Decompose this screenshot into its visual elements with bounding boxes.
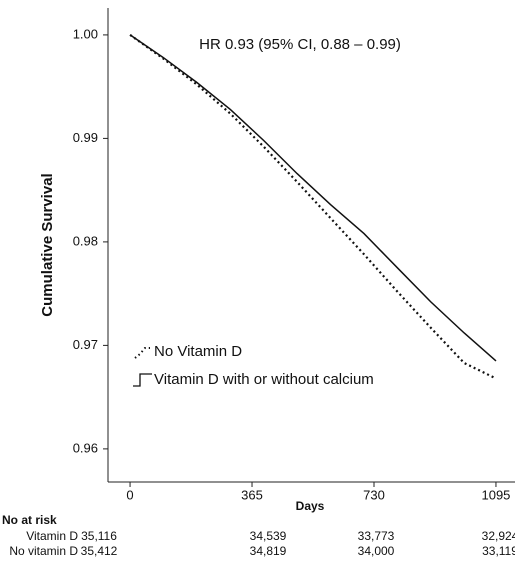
x-tick-label: 365	[241, 487, 263, 502]
x-tick-label: 730	[363, 487, 385, 502]
risk-row-name: No vitamin D	[9, 544, 78, 558]
legend-label: No Vitamin D	[154, 343, 242, 360]
y-tick-label: 0.99	[73, 130, 98, 145]
risk-value: 34,539	[250, 529, 287, 543]
risk-value: 34,000	[358, 544, 395, 558]
risk-value: 35,116	[81, 529, 117, 543]
x-tick-label: 0	[126, 487, 133, 502]
survival-line	[129, 34, 497, 362]
risk-table-title: No at risk	[2, 513, 57, 527]
annotation: HR 0.93 (95% CI, 0.88 – 0.99)	[199, 36, 401, 53]
legend-swatch	[133, 373, 152, 387]
risk-row-name: Vitamin D	[26, 529, 78, 543]
legend-label: Vitamin D with or without calcium	[154, 371, 374, 388]
risk-value: 32,924	[482, 529, 515, 543]
risk-value: 35,412	[81, 544, 118, 558]
x-tick-label: 1095	[481, 487, 510, 502]
y-tick-label: 1.00	[73, 26, 98, 41]
y-axis-label: Cumulative Survival	[39, 173, 56, 316]
risk-value: 33,773	[358, 529, 395, 543]
risk-value: 34,819	[250, 544, 287, 558]
y-tick-label: 0.98	[73, 233, 98, 248]
legend-swatch	[134, 347, 150, 359]
y-tick-label: 0.96	[73, 440, 98, 455]
y-tick-label: 0.97	[73, 337, 98, 352]
x-axis-label: Days	[296, 499, 325, 513]
survival-line	[129, 34, 497, 380]
risk-value: 33,119	[482, 544, 515, 558]
